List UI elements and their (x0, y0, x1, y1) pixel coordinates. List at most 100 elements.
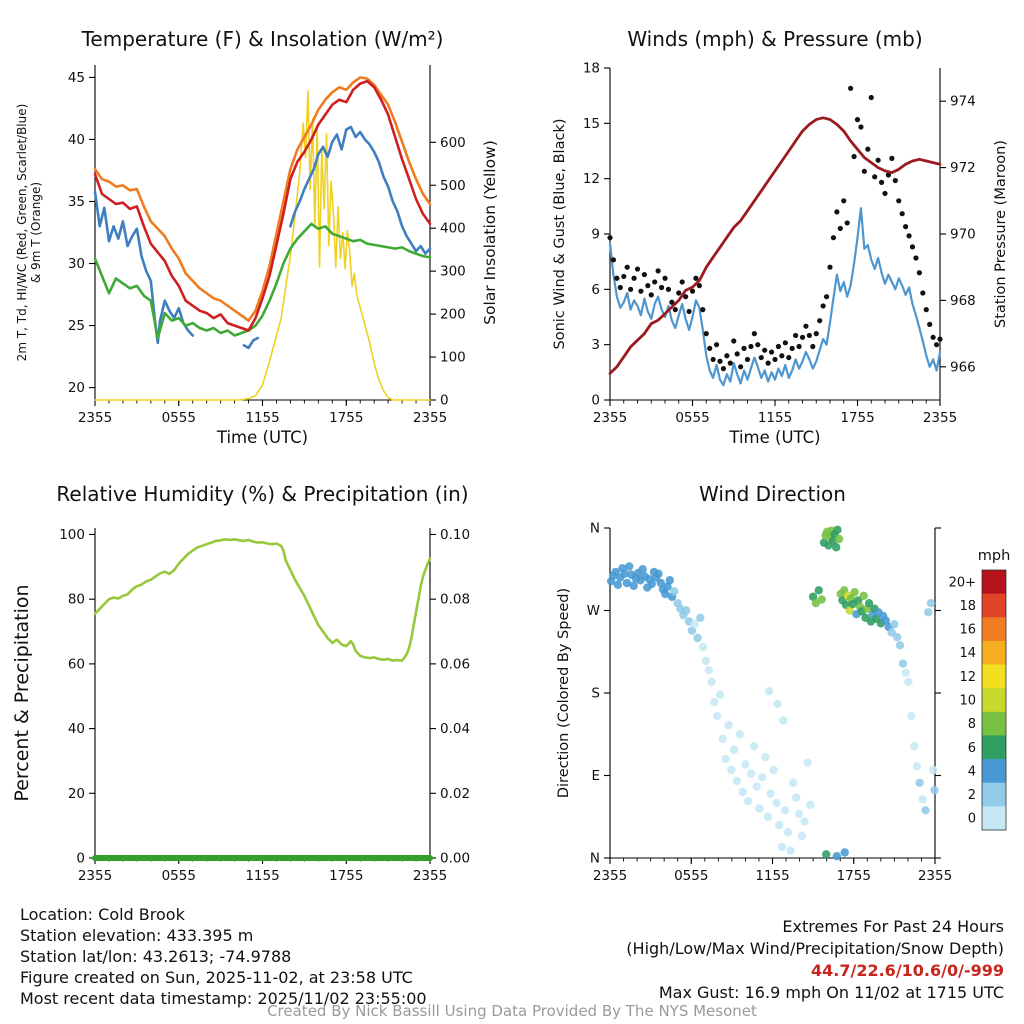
relative-humidity-line (93, 538, 432, 662)
extremes-info: Extremes For Past 24 Hours (High/Low/Max… (626, 916, 1004, 1004)
svg-text:6: 6 (591, 282, 600, 298)
extremes-values: 44.7/22.6/10.6/0/-999 (811, 961, 1004, 980)
svg-text:0.02: 0.02 (440, 786, 470, 802)
left-axis-label: Percent & Precipitation (11, 584, 33, 801)
svg-text:0: 0 (76, 851, 85, 867)
svg-text:N: N (590, 851, 600, 867)
svg-text:2355: 2355 (593, 868, 627, 884)
left-axis-label: 2m T, Td, HI/WC (Red, Green, Scarlet/Blu… (15, 104, 29, 362)
svg-text:60: 60 (68, 656, 85, 672)
left-axis-label: Sonic Wind & Gust (Blue, Black) (552, 119, 568, 350)
station-pressure-line (608, 116, 942, 375)
svg-text:E: E (591, 768, 600, 784)
left-axis-label: & 9m T (Orange) (29, 182, 43, 283)
svg-text:0: 0 (591, 393, 600, 409)
svg-text:600: 600 (440, 135, 466, 151)
svg-text:6: 6 (968, 741, 976, 756)
svg-text:968: 968 (950, 293, 976, 309)
left-axis-label: Direction (Colored By Speed) (556, 588, 572, 798)
svg-text:18: 18 (583, 61, 600, 77)
svg-text:2355: 2355 (923, 410, 957, 426)
axes (609, 68, 941, 401)
svg-text:400: 400 (440, 221, 466, 237)
colorbar-title: mph (978, 548, 1011, 564)
data-timestamp: Most recent data timestamp: 2025/11/02 2… (20, 989, 427, 1008)
svg-text:20+: 20+ (949, 575, 976, 590)
svg-text:500: 500 (440, 178, 466, 194)
svg-text:972: 972 (950, 160, 976, 176)
winds-pressure-title: Winds (mph) & Pressure (mb) (627, 27, 922, 51)
svg-text:1155: 1155 (758, 410, 792, 426)
solar-insolation-line (94, 90, 431, 401)
svg-text:1755: 1755 (840, 410, 874, 426)
gust-dots (607, 85, 943, 372)
left-axis-ticks: 0 3 6 9 12 15 18 (583, 61, 610, 409)
svg-text:0555: 0555 (675, 410, 709, 426)
svg-text:970: 970 (950, 227, 976, 243)
extremes-subtitle: (High/Low/Max Wind/Precipitation/Snow De… (626, 939, 1004, 958)
svg-text:200: 200 (440, 307, 466, 323)
x-axis-ticks: 2355 0555 1155 1755 2355 (593, 858, 952, 884)
max-gust: Max Gust: 16.9 mph On 11/02 at 1715 UTC (658, 983, 1004, 1002)
station-elevation: Station elevation: 433.395 m (20, 926, 254, 945)
svg-text:2: 2 (968, 788, 976, 803)
left-axis-ticks: N W S E N (587, 521, 941, 867)
svg-text:9: 9 (591, 227, 600, 243)
sonic-wind-line (608, 207, 942, 387)
chart-winds-pressure: Winds (mph) & Pressure (mb) 2355 0555 1155 1… (512, 0, 1024, 465)
svg-text:2355: 2355 (78, 868, 112, 884)
chart-temperature-insolation: Temperature (F) & Insolation (W/m²) 2355 0… (0, 0, 512, 465)
x-axis-ticks: 2355 0555 1155 1755 2355 (78, 858, 447, 884)
svg-text:W: W (587, 603, 600, 619)
extremes-title: Extremes For Past 24 Hours (782, 917, 1004, 936)
right-axis-ticks: 0.00 0.02 0.04 0.06 0.08 0.10 (430, 527, 470, 867)
left-axis-ticks: 20 25 30 35 40 45 (68, 70, 95, 396)
svg-text:3: 3 (591, 337, 600, 353)
wind-chill-line (93, 125, 432, 350)
chart-wind-direction: Wind Direction 2355 0555 1155 1755 2355 N W S E N D… (512, 465, 1024, 895)
svg-text:45: 45 (68, 70, 85, 86)
svg-text:1155: 1155 (245, 410, 279, 426)
svg-text:2355: 2355 (413, 868, 447, 884)
temp-2m-line (93, 79, 432, 332)
x-axis-ticks: 2355 0555 1155 1755 2355 (593, 400, 957, 426)
svg-text:2355: 2355 (78, 410, 112, 426)
svg-text:20: 20 (68, 380, 85, 396)
svg-text:100: 100 (59, 527, 85, 543)
svg-text:1755: 1755 (329, 410, 363, 426)
wind-direction-title: Wind Direction (699, 482, 846, 506)
humidity-precipitation-title: Relative Humidity (%) & Precipitation (i… (56, 482, 468, 506)
svg-text:0.00: 0.00 (440, 851, 470, 867)
x-axis-label: Time (UTC) (216, 428, 308, 447)
svg-text:25: 25 (68, 318, 85, 334)
figure-created: Figure created on Sun, 2025-11-02, at 23… (20, 968, 413, 987)
wind-direction-dots (606, 525, 939, 861)
svg-text:40: 40 (68, 721, 85, 737)
svg-text:300: 300 (440, 264, 466, 280)
left-axis-ticks: 0 20 40 60 80 100 (59, 527, 95, 867)
svg-text:974: 974 (950, 94, 976, 110)
axes (94, 528, 431, 859)
x-axis-label: Time (UTC) (728, 428, 820, 447)
svg-text:4: 4 (968, 764, 976, 779)
svg-text:30: 30 (68, 256, 85, 272)
svg-text:14: 14 (959, 646, 976, 661)
temperature-insolation-chart: Temperature (F) & Insolation (W/m²)2355 0… (15, 27, 499, 447)
svg-text:20: 20 (68, 786, 85, 802)
svg-text:966: 966 (950, 359, 976, 375)
svg-text:0.04: 0.04 (440, 721, 470, 737)
svg-text:S: S (591, 686, 600, 702)
svg-text:2355: 2355 (918, 868, 952, 884)
temp-9m-line (93, 76, 432, 322)
svg-text:2355: 2355 (593, 410, 627, 426)
svg-text:2355: 2355 (413, 410, 447, 426)
svg-text:0.10: 0.10 (440, 527, 470, 543)
svg-text:12: 12 (959, 670, 976, 685)
svg-text:0555: 0555 (674, 868, 708, 884)
credit-line: Created By Nick Bassill Using Data Provi… (267, 1002, 757, 1020)
dewpoint-line (93, 222, 432, 340)
chart-humidity-precipitation: Relative Humidity (%) & Precipitation (i… (0, 465, 512, 895)
